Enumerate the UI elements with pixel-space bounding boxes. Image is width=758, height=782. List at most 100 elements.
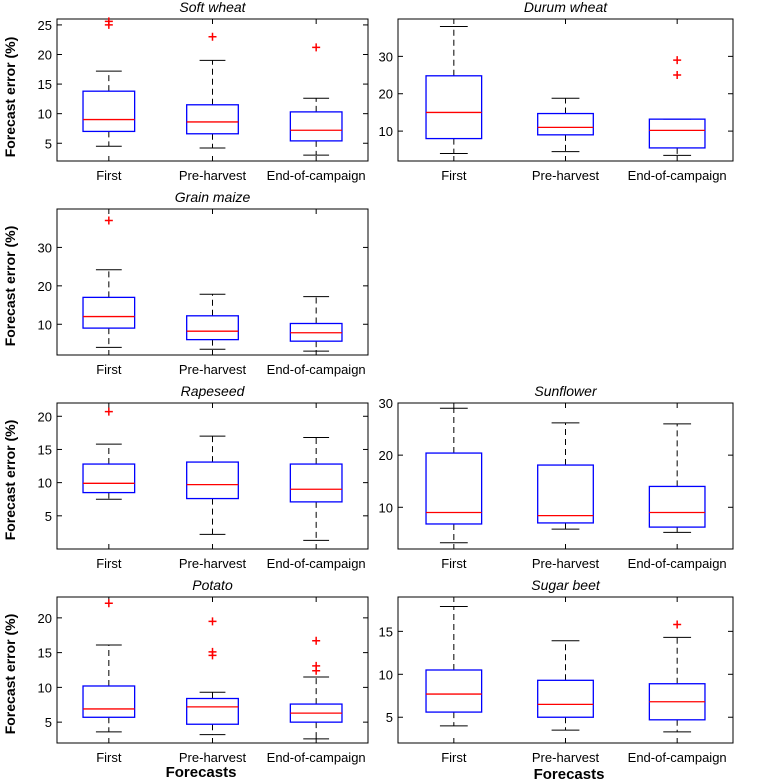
y-tick-label: 30 (379, 49, 393, 64)
x-tick-label-pre-harvest: Pre-harvest (532, 168, 600, 183)
axes-frame-rapeseed (56, 402, 369, 550)
iqr-box (289, 463, 343, 503)
iqr-box (425, 75, 483, 140)
x-tick-label-first: First (441, 750, 467, 765)
box-rapeseed-end-of-campaign (289, 437, 343, 541)
box-sugar-beet-first (425, 605, 483, 727)
box-soft-wheat-end-of-campaign (289, 43, 343, 156)
x-tick-label-pre-harvest: Pre-harvest (179, 750, 247, 765)
outlier-marker (312, 636, 321, 645)
panel-title-rapeseed: Rapeseed (181, 383, 246, 399)
iqr-box (648, 485, 706, 528)
x-tick-label-end-of-campaign: End-of-campaign (628, 168, 727, 183)
box-soft-wheat-pre-harvest (186, 32, 239, 149)
y-tick-label: 5 (45, 509, 52, 524)
x-tick-label-first: First (96, 168, 122, 183)
x-tick-label-end-of-campaign: End-of-campaign (267, 168, 366, 183)
y-axis-label-grain-maize: Forecast error (%) (2, 226, 18, 347)
iqr-box (186, 697, 239, 725)
box-grain-maize-pre-harvest (186, 293, 239, 350)
iqr-box (186, 315, 239, 341)
outlier-marker (673, 56, 682, 65)
y-tick-label: 5 (386, 710, 393, 725)
box-durum-wheat-pre-harvest (537, 97, 594, 153)
iqr-box (82, 463, 136, 494)
y-tick-label: 20 (379, 87, 393, 102)
panel-grain-maize: Grain maize 10 20 30 First Pre-harvest End-of-… (38, 189, 369, 377)
panel-sugar-beet: Sugar beet 5 10 15 First Pre-harvest End-of-ca… (379, 577, 734, 765)
x-axis-label-left: Forecasts (166, 764, 237, 781)
panel-rapeseed: Rapeseed 5 10 15 20 First Pre-harvest End-of-ca… (38, 383, 369, 571)
box-rapeseed-first (82, 407, 136, 500)
y-tick-label: 15 (38, 77, 52, 92)
iqr-box (186, 461, 239, 500)
box-sunflower-first (425, 407, 483, 544)
outlier-marker (104, 216, 113, 225)
y-tick-label: 15 (38, 646, 52, 661)
iqr-box (648, 118, 706, 149)
outlier-marker (673, 620, 682, 629)
y-tick-label: 10 (379, 667, 393, 682)
y-tick-label: 10 (379, 124, 393, 139)
y-tick-label: 5 (45, 715, 52, 730)
iqr-box (82, 685, 136, 718)
y-axis-label-rapeseed: Forecast error (%) (2, 420, 18, 541)
x-tick-label-first: First (441, 556, 467, 571)
iqr-box (82, 296, 136, 329)
iqr-box (537, 679, 594, 718)
x-tick-label-pre-harvest: Pre-harvest (532, 750, 600, 765)
panel-title-grain-maize: Grain maize (175, 189, 251, 205)
x-tick-label-end-of-campaign: End-of-campaign (267, 750, 366, 765)
panel-durum-wheat: Durum wheat 10 20 30 First Pre-harvest End-of-… (379, 0, 734, 183)
panel-title-sunflower: Sunflower (534, 383, 598, 399)
x-tick-label-pre-harvest: Pre-harvest (532, 556, 600, 571)
y-tick-label: 20 (38, 611, 52, 626)
iqr-box (425, 452, 483, 525)
box-durum-wheat-first (425, 25, 483, 155)
x-tick-label-first: First (96, 556, 122, 571)
iqr-box (82, 90, 136, 133)
box-sugar-beet-pre-harvest (537, 640, 594, 731)
y-tick-label: 20 (379, 448, 393, 463)
iqr-box (289, 111, 343, 142)
x-tick-label-first: First (96, 750, 122, 765)
box-potato-pre-harvest (186, 617, 239, 736)
y-tick-label: 5 (45, 136, 52, 151)
outlier-marker (208, 647, 217, 656)
panel-title-durum-wheat: Durum wheat (524, 0, 608, 15)
x-tick-label-end-of-campaign: End-of-campaign (628, 556, 727, 571)
panel-potato: Potato 5 10 15 20 First Pre-harvest End-of-camp… (38, 577, 369, 765)
iqr-box (425, 669, 483, 713)
panel-sunflower: Sunflower 10 20 30 First Pre-harvest End-of-ca… (379, 383, 734, 571)
outlier-marker (208, 32, 217, 41)
x-tick-label-pre-harvest: Pre-harvest (179, 168, 247, 183)
box-potato-end-of-campaign (289, 636, 343, 740)
outlier-marker (104, 407, 113, 416)
y-tick-label: 10 (38, 317, 52, 332)
x-tick-label-first: First (96, 362, 122, 377)
box-grain-maize-end-of-campaign (289, 296, 343, 352)
x-tick-label-pre-harvest: Pre-harvest (179, 556, 247, 571)
y-tick-label: 15 (379, 624, 393, 639)
panel-soft-wheat: Soft wheat 5 10 15 20 25 First Pre-harvest End-o… (38, 0, 369, 183)
x-tick-label-end-of-campaign: End-of-campaign (267, 556, 366, 571)
x-axis-label-right: Forecasts (534, 766, 605, 782)
panel-title-potato: Potato (192, 577, 233, 593)
outlier-marker (312, 661, 321, 670)
y-tick-label: 10 (38, 107, 52, 122)
box-durum-wheat-end-of-campaign (648, 56, 706, 156)
iqr-box (186, 104, 239, 135)
outlier-marker (312, 43, 321, 52)
panel-title-soft-wheat: Soft wheat (179, 0, 246, 15)
y-tick-label: 10 (38, 476, 52, 491)
box-potato-first (82, 599, 136, 733)
y-tick-label: 20 (38, 279, 52, 294)
outlier-marker (673, 71, 682, 80)
y-axis-label-potato: Forecast error (%) (2, 614, 18, 735)
panel-title-sugar-beet: Sugar beet (531, 577, 601, 593)
y-tick-label: 10 (38, 680, 52, 695)
y-tick-label: 30 (38, 240, 52, 255)
x-tick-label-pre-harvest: Pre-harvest (179, 362, 247, 377)
outlier-marker (104, 599, 113, 608)
